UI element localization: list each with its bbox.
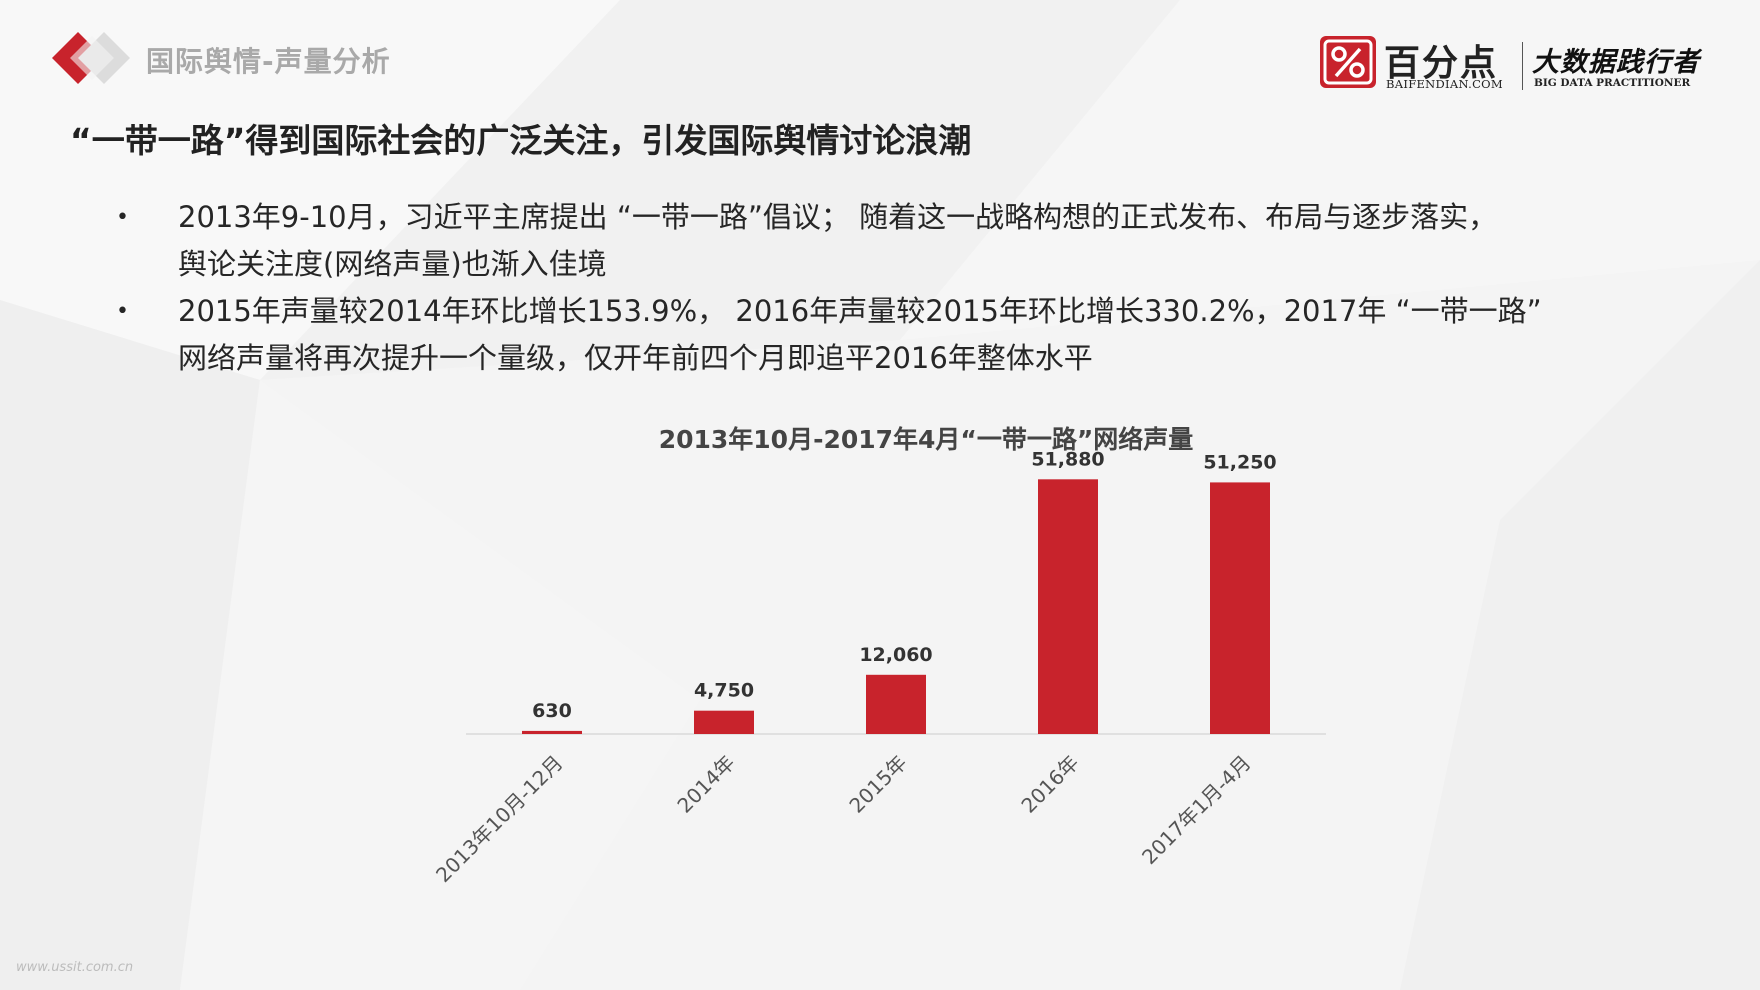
x-tick-label: 2014年 [672, 751, 739, 818]
bar [866, 674, 926, 734]
bar-chart: 2013年10月-2017年4月“一带一路”网络声量 630 2013年10月-12… [0, 410, 1760, 910]
headline: “一带一路”得到国际社会的广泛关注，引发国际舆情讨论浪潮 [70, 121, 972, 160]
bar-value-label: 51,880 [1031, 448, 1104, 470]
x-tick-label: 2013年10月-12月 [431, 751, 567, 887]
bullet-line: 2013年9-10月，习近平主席提出 “一带一路”倡议； 随着这一战略构想的正式… [178, 200, 1498, 234]
brand-slogan-en: BIG DATA PRACTITIONER [1534, 77, 1691, 89]
bar-chart-svg: 2013年10月-2017年4月“一带一路”网络声量 630 2013年10月-12… [431, 425, 1326, 887]
bar [522, 730, 582, 734]
bullet-line: 网络声量将再次提升一个量级，仅开年前四个月即追平2016年整体水平 [178, 341, 1093, 375]
brand-logo: 百分点 BAIFENDIAN.COM 大数据践行者 BIG DATA PRACT… [1320, 34, 1720, 94]
diamond-logo-icon [52, 32, 130, 84]
bar [694, 710, 754, 734]
brand-divider [1522, 42, 1523, 90]
bullet-line: 舆论关注度(网络声量)也渐入佳境 [178, 247, 607, 281]
brand-slogan: 大数据践行者 [1532, 47, 1700, 78]
bar-value-label: 630 [532, 700, 572, 722]
bar-value-label: 12,060 [859, 644, 932, 666]
chart-title: 2013年10月-2017年4月“一带一路”网络声量 [659, 425, 1194, 454]
x-tick-label: 2016年 [1016, 751, 1083, 818]
bullet-line: 2015年声量较2014年环比增长153.9%， 2016年声量较2015年环比… [178, 294, 1542, 328]
brand-name: 百分点 [1384, 43, 1499, 84]
bullet-item: • 2013年9-10月，习近平主席提出 “一带一路”倡议； 随着这一战略构想的… [116, 194, 1616, 288]
bullet-item: • 2015年声量较2014年环比增长153.9%， 2016年声量较2015年… [116, 288, 1616, 382]
section-title: 国际舆情-声量分析 [146, 45, 391, 78]
bar-value-label: 51,250 [1203, 451, 1276, 473]
brand-url: BAIFENDIAN.COM [1386, 77, 1503, 91]
bullet-marker: • [116, 299, 129, 324]
bar [1038, 479, 1098, 734]
bullet-list: • 2013年9-10月，习近平主席提出 “一带一路”倡议； 随着这一战略构想的… [116, 194, 1616, 382]
bullet-marker: • [116, 205, 129, 230]
bar-value-label: 4,750 [694, 680, 754, 702]
percent-badge-icon [1320, 36, 1376, 88]
bar [1210, 482, 1270, 734]
x-tick-label: 2015年 [844, 751, 911, 818]
x-tick-label: 2017年1月-4月 [1137, 751, 1255, 869]
watermark: www.ussit.com.cn [16, 960, 134, 975]
